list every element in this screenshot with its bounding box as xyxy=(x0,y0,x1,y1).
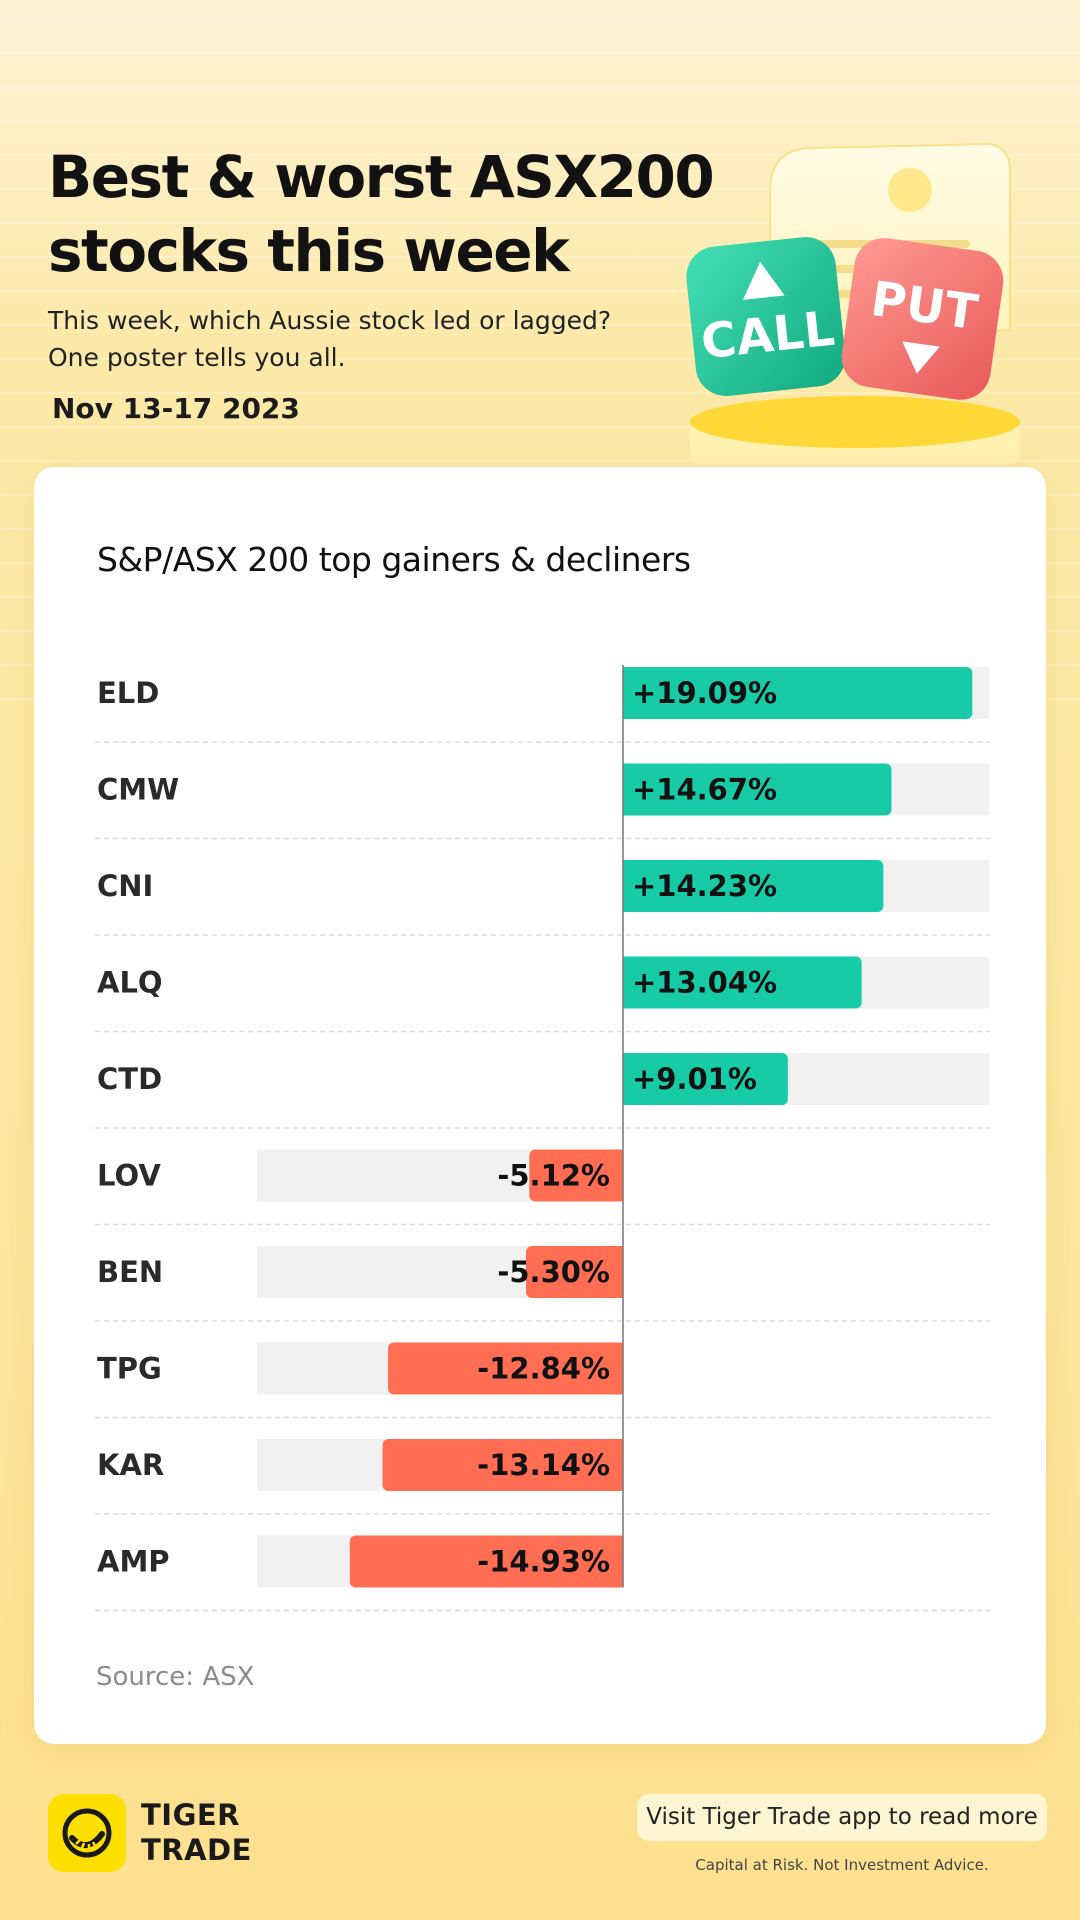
call-put-illustration: CALL PUT xyxy=(686,142,1020,464)
bar-gainer-edge xyxy=(623,1053,633,1105)
call-label: CALL xyxy=(698,301,837,371)
subtitle-line-1: This week, which Aussie stock led or lag… xyxy=(48,306,612,335)
page-subtitle: This week, which Aussie stock led or lag… xyxy=(48,302,688,376)
bar-decliner xyxy=(388,1342,623,1395)
bar-decliner xyxy=(382,1439,623,1491)
category-label: TPG xyxy=(97,1352,162,1386)
title-line-1: Best & worst ASX200 xyxy=(48,143,715,211)
bar-gainer xyxy=(623,1053,788,1105)
bar-gainer xyxy=(623,667,973,719)
bar-gainer xyxy=(623,860,884,912)
bar-decliner xyxy=(349,1535,623,1588)
subtitle-line-2: One poster tells you all. xyxy=(48,343,346,372)
category-label: CTD xyxy=(97,1062,162,1096)
value-label: +13.04% xyxy=(632,966,777,1000)
value-label: -13.14% xyxy=(477,1448,610,1482)
brand-line-1: TIGER xyxy=(141,1798,241,1832)
value-label: -14.93% xyxy=(477,1545,610,1579)
category-label: CMW xyxy=(97,773,179,807)
value-label: +14.23% xyxy=(632,869,777,903)
bar-decliner xyxy=(529,1149,623,1202)
category-label: ALQ xyxy=(97,966,163,1000)
bar-gainer-edge xyxy=(623,956,633,1009)
disclaimer: Capital at Risk. Not Investment Advice. xyxy=(695,1856,989,1874)
brand-line-2: TRADE xyxy=(141,1833,252,1867)
value-label: +14.67% xyxy=(632,773,777,807)
bar-decliner-edge xyxy=(613,1246,623,1298)
pedestal xyxy=(690,396,1020,464)
bar-decliner xyxy=(526,1246,623,1298)
bar-decliner-edge xyxy=(613,1149,623,1202)
category-label: BEN xyxy=(97,1255,163,1289)
bar-decliner-edge xyxy=(613,1342,623,1395)
brand-name: TIGER TRADE xyxy=(141,1798,252,1868)
tiger-claw-icon xyxy=(62,1808,112,1858)
category-label: KAR xyxy=(97,1448,164,1482)
category-label: AMP xyxy=(97,1545,170,1579)
page-title: Best & worst ASX200 stocks this week xyxy=(48,140,748,288)
date-range: Nov 13-17 2023 xyxy=(52,392,300,425)
bar-decliner-edge xyxy=(613,1439,623,1491)
put-tile-icon: PUT xyxy=(841,238,1004,400)
bar-gainer-edge xyxy=(623,763,633,816)
category-label: LOV xyxy=(97,1159,161,1193)
value-label: -12.84% xyxy=(477,1352,610,1386)
bar-gainer xyxy=(623,956,862,1009)
value-label: +9.01% xyxy=(632,1062,757,1096)
bar-gainer xyxy=(623,763,892,816)
bar-gainer-edge xyxy=(623,860,633,912)
bar-decliner-edge xyxy=(613,1535,623,1588)
title-line-2: stocks this week xyxy=(48,217,570,285)
value-label: -5.12% xyxy=(497,1159,610,1193)
visit-app-button[interactable]: Visit Tiger Trade app to read more xyxy=(637,1794,1047,1841)
chart-title: S&P/ASX 200 top gainers & decliners xyxy=(97,540,691,579)
source-note: Source: ASX xyxy=(96,1662,255,1692)
category-label: CNI xyxy=(97,869,153,903)
tiger-logo-icon xyxy=(48,1794,126,1872)
value-label: +19.09% xyxy=(632,676,777,710)
category-label: ELD xyxy=(97,676,159,710)
bar-gainer-edge xyxy=(623,667,633,719)
value-label: -5.30% xyxy=(497,1255,610,1289)
call-tile-icon: CALL xyxy=(686,237,846,396)
